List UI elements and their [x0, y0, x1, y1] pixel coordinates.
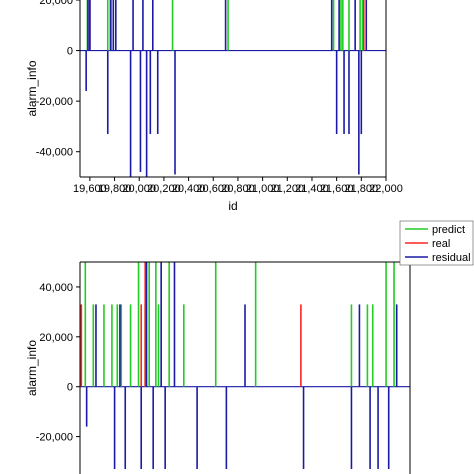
x-tick-label: 20,000 [122, 183, 156, 195]
y-tick-label: -20,000 [36, 96, 73, 108]
y-tick-label: 20,000 [39, 332, 73, 344]
y-tick-label: -20,000 [36, 432, 73, 444]
x-tick-label: 21,400 [295, 183, 329, 195]
legend-label-predict: predict [432, 224, 465, 236]
bottom-chart-axes [79, 261, 411, 474]
x-tick-label: 21,000 [246, 183, 280, 195]
top-chart-xlabel: id [228, 199, 237, 213]
bottom-chart-bars [80, 262, 410, 470]
top-chart-bars [80, 0, 386, 177]
top-chart-ticks: 20,0000-20,000-40,00019,60019,80020,0002… [36, 0, 403, 195]
x-tick-label: 22,000 [369, 183, 403, 195]
legend: predict real residual [399, 220, 474, 266]
y-tick-label: 0 [67, 46, 73, 58]
legend-label-residual: residual [432, 252, 471, 264]
top-chart-ylabel: alarm_info [25, 60, 39, 116]
x-tick-label: 21,200 [270, 183, 304, 195]
top-chart: 20,0000-20,000-40,00019,60019,80020,0002… [25, 0, 403, 213]
x-tick-label: 19,600 [73, 183, 107, 195]
bottom-chart-ylabel: alarm_info [25, 340, 39, 396]
x-tick-label: 21,800 [344, 183, 378, 195]
x-tick-label: 20,800 [221, 183, 255, 195]
x-tick-label: 19,800 [98, 183, 132, 195]
y-tick-label: -40,000 [36, 147, 73, 159]
x-tick-label: 20,600 [196, 183, 230, 195]
y-tick-label: 20,000 [39, 0, 73, 7]
x-tick-label: 20,200 [147, 183, 181, 195]
x-tick-label: 20,400 [172, 183, 206, 195]
x-tick-label: 21,600 [320, 183, 354, 195]
legend-label-real: real [432, 238, 450, 250]
y-tick-label: 0 [67, 382, 73, 394]
bottom-chart-ticks: 40,000 20,000 0 -20,000 [36, 282, 80, 444]
y-tick-label: 40,000 [39, 282, 73, 294]
top-chart-axes [79, 0, 387, 178]
bottom-chart: 40,000 20,000 0 -20,000 alarm_info predict … [25, 220, 474, 474]
